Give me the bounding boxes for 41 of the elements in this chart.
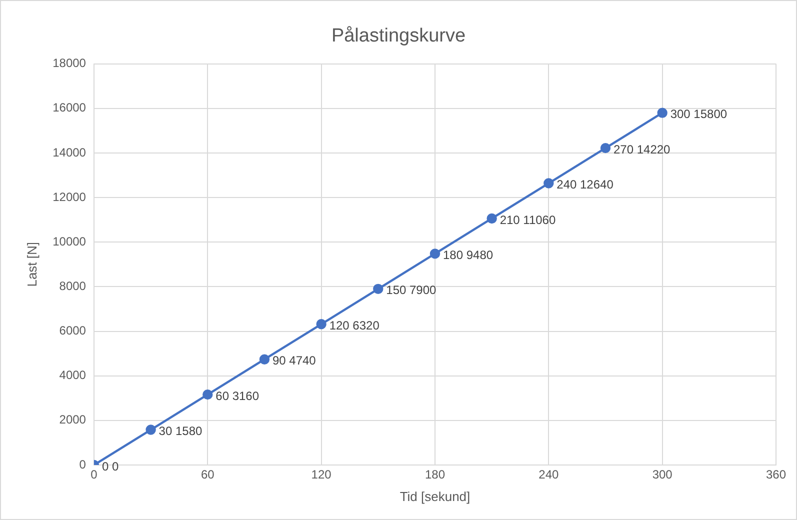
chart-title: Pålastingskurve <box>331 26 466 47</box>
data-label: 150 7900 <box>386 283 437 298</box>
point <box>202 389 213 400</box>
y-tick-label: 18000 <box>52 56 86 70</box>
x-tick-label: 0 <box>90 468 98 482</box>
y-tick-label: 0 <box>79 457 86 472</box>
x-tick-label: 360 <box>766 468 786 482</box>
data-label: 30 1580 <box>158 424 203 438</box>
point <box>486 213 497 224</box>
y-tick-label: 16000 <box>52 100 86 115</box>
data-label: 300 15800 <box>670 107 728 122</box>
x-tick-label: 300 <box>652 468 673 482</box>
x-tick-label: 240 <box>538 468 559 482</box>
x-tick-label: 180 <box>424 468 446 482</box>
point <box>600 142 611 154</box>
data-label: 210 11060 <box>500 212 556 227</box>
data-label: 90 4740 <box>272 354 316 368</box>
point <box>146 424 156 435</box>
data-label: 240 12640 <box>556 178 614 192</box>
x-axis-title: Tid [sekund] <box>400 488 470 504</box>
y-tick-label: 8000 <box>59 279 86 293</box>
point <box>259 354 270 364</box>
point <box>544 178 554 188</box>
point <box>657 108 668 118</box>
y-tick-label: 4000 <box>59 368 86 382</box>
data-label: 120 6320 <box>329 318 380 332</box>
y-tick-label: 10000 <box>52 234 86 248</box>
y-tick-label: 2000 <box>59 412 86 427</box>
y-tick-label: 6000 <box>59 324 86 338</box>
data-label: 0 0 <box>102 459 119 474</box>
data-label: 60 3160 <box>216 388 260 403</box>
x-tick-label: 120 <box>311 468 332 482</box>
data-label: 180 9480 <box>442 248 494 262</box>
point <box>316 319 326 330</box>
y-axis-title: Last [N] <box>24 242 40 287</box>
y-tick-label: 14000 <box>52 145 86 160</box>
y-tick-label: 12000 <box>52 190 86 204</box>
x-tick-label: 60 <box>200 468 215 482</box>
point <box>373 284 384 294</box>
data-label: 270 14220 <box>613 142 671 156</box>
point <box>430 248 440 259</box>
